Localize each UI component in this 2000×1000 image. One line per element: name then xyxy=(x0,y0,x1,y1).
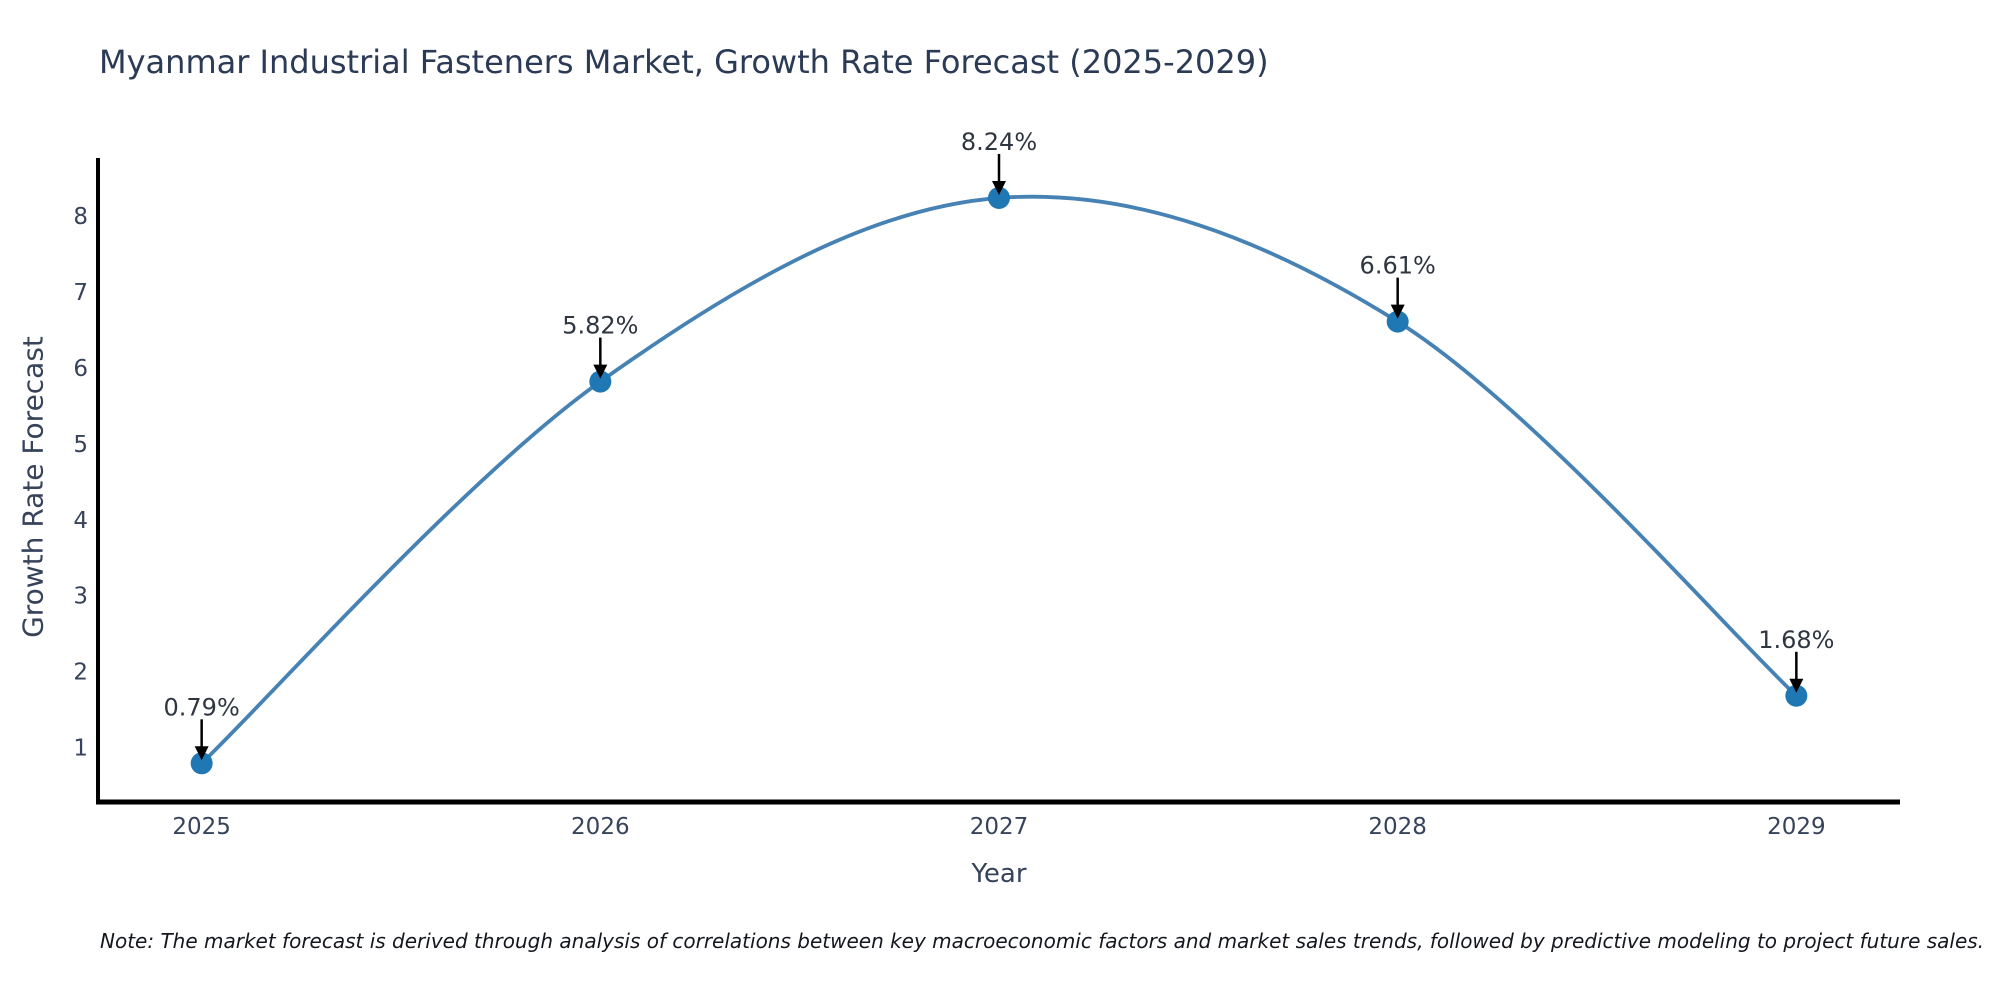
y-tick-label: 4 xyxy=(73,508,88,534)
annotation-arrowhead xyxy=(992,180,1006,195)
x-tick-label: 2026 xyxy=(571,814,630,840)
point-annotation-label: 5.82% xyxy=(562,312,638,340)
point-annotation-label: 1.68% xyxy=(1758,626,1834,654)
chart-title: Myanmar Industrial Fasteners Market, Gro… xyxy=(99,43,1269,81)
x-axis-label: Year xyxy=(971,859,1027,889)
data-point-marker xyxy=(988,186,1010,209)
annotation-arrowhead xyxy=(1789,678,1804,693)
y-tick-label: 7 xyxy=(73,280,88,306)
annotation-arrowhead xyxy=(194,746,209,761)
annotation-arrowhead xyxy=(593,364,608,379)
x-tick-label: 2025 xyxy=(172,814,231,840)
y-tick-label: 3 xyxy=(73,584,88,610)
data-point-marker xyxy=(190,752,213,775)
y-tick-label: 6 xyxy=(73,356,88,382)
data-point-marker xyxy=(1785,684,1808,707)
x-tick-label: 2029 xyxy=(1767,814,1826,840)
annotation-arrowhead xyxy=(1390,304,1405,319)
trend-line xyxy=(199,194,1799,766)
data-point-marker xyxy=(589,370,612,393)
x-tick-label: 2027 xyxy=(970,814,1029,840)
data-point-marker xyxy=(1386,310,1409,333)
point-annotation-label: 6.61% xyxy=(1360,252,1436,280)
y-tick-label: 1 xyxy=(73,735,88,761)
x-tick-label: 2028 xyxy=(1368,814,1427,840)
point-annotation-label: 0.79% xyxy=(164,693,240,721)
y-tick-label: 2 xyxy=(73,660,88,686)
y-tick-label: 5 xyxy=(73,432,88,458)
footnote: Note: The market forecast is derived thr… xyxy=(100,929,1985,953)
y-tick-label: 8 xyxy=(73,204,88,230)
point-annotation-label: 8.24% xyxy=(961,128,1037,156)
